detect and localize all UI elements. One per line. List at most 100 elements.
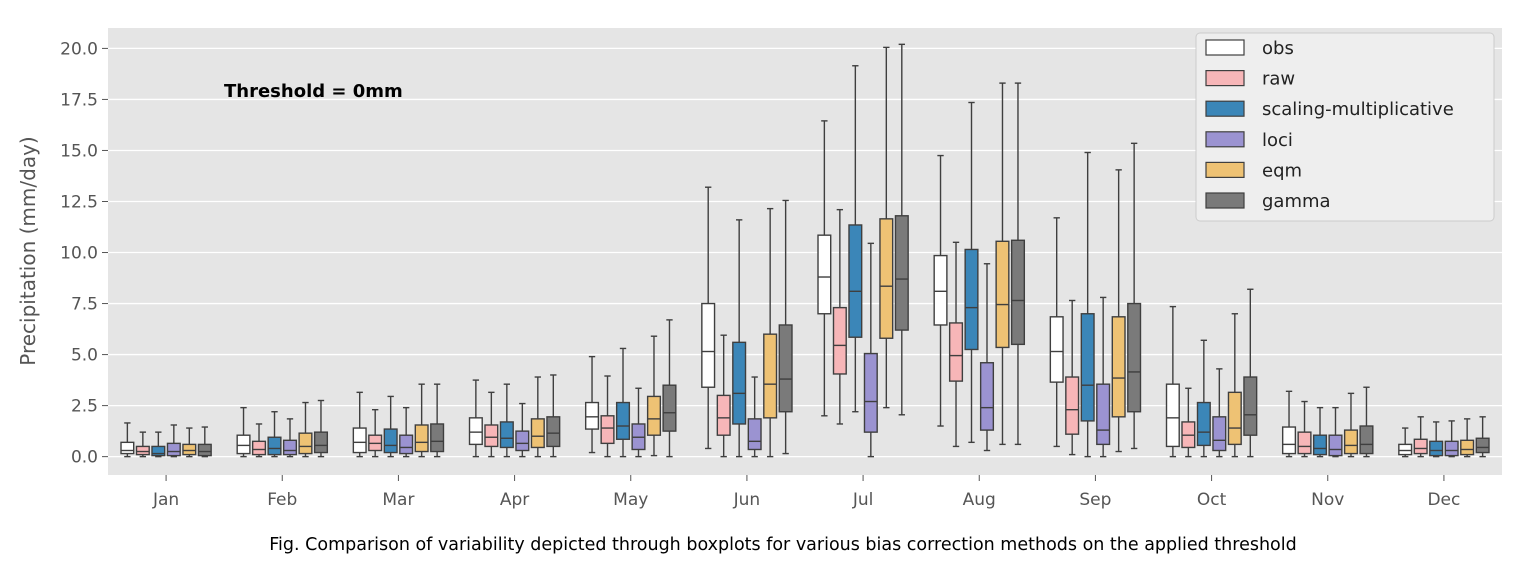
iqr-box [298, 432, 313, 455]
y-tick-label: 10.0 [60, 244, 98, 264]
iqr-box [1297, 431, 1312, 455]
legend-entries: obs raw scaling-multiplicative loci eqm gamma [1205, 38, 1454, 212]
iqr-box [383, 428, 398, 454]
box-raw-Aug [948, 241, 964, 448]
box-eqm-Jun [763, 207, 778, 458]
iqr-box [515, 430, 530, 452]
box-gamma-May [662, 319, 677, 458]
iqr-box [1398, 443, 1413, 456]
y-tick-label: 12.5 [60, 192, 98, 212]
box-eqm-Mar [414, 383, 429, 458]
iqr-box [933, 254, 948, 326]
iqr-box [716, 394, 731, 436]
box-eqm-May [646, 335, 662, 457]
iqr-box [1312, 434, 1328, 456]
iqr-box [778, 324, 793, 413]
legend-swatch-loci [1205, 131, 1245, 148]
legend-swatch-gamma [1205, 192, 1245, 209]
legend-frame [1195, 32, 1495, 222]
legend: obs raw scaling-multiplicative loci eqm gamma [1195, 32, 1495, 222]
box-scaling-multiplicative-Nov [1312, 406, 1328, 458]
y-tick-label: 17.5 [60, 90, 98, 110]
iqr-box [747, 418, 762, 451]
iqr-box [1359, 425, 1374, 455]
iqr-box [701, 302, 716, 388]
iqr-box [1111, 316, 1126, 418]
box-eqm-Jan [182, 427, 197, 458]
box-gamma-Feb [313, 399, 329, 458]
legend-swatch-obs [1205, 39, 1245, 56]
iqr-box [182, 443, 197, 456]
iqr-box [1096, 383, 1111, 446]
legend-label-eqm: eqm [1262, 160, 1302, 181]
box-scaling-multiplicative-Mar [383, 395, 398, 458]
box-loci-Oct [1212, 368, 1227, 458]
box-raw-Nov [1297, 400, 1312, 458]
x-tick-label: Jan [152, 490, 179, 510]
iqr-box [313, 431, 329, 454]
iqr-box [484, 424, 499, 448]
box-gamma-Nov [1359, 386, 1374, 458]
x-tick-label: Feb [267, 490, 297, 510]
legend-label-scaling-multiplicative: scaling-multiplicative [1262, 99, 1454, 120]
box-eqm-Apr [530, 376, 545, 458]
legend-swatch-eqm [1205, 161, 1245, 178]
box-obs-Jun [701, 186, 716, 450]
box-loci-Dec [1444, 420, 1459, 458]
iqr-box [166, 442, 181, 457]
box-scaling-multiplicative-Jul [848, 65, 863, 413]
iqr-box [282, 439, 298, 456]
box-obs-Dec [1398, 427, 1413, 458]
iqr-box [662, 384, 677, 432]
iqr-box [1212, 416, 1227, 452]
box-raw-Jan [135, 431, 150, 458]
legend-label-gamma: gamma [1262, 191, 1331, 212]
box-scaling-multiplicative-Jun [732, 219, 747, 458]
iqr-box [399, 434, 414, 455]
iqr-box [468, 417, 483, 446]
box-eqm-Oct [1227, 313, 1242, 458]
box-scaling-multiplicative-Feb [267, 411, 282, 458]
iqr-box [236, 434, 251, 455]
iqr-box [848, 224, 863, 338]
box-obs-Sep [1049, 217, 1064, 448]
x-tick-label: May [613, 490, 648, 510]
legend-label-loci: loci [1262, 130, 1293, 151]
y-tick-label: 20.0 [60, 39, 98, 59]
iqr-box [732, 341, 747, 425]
box-gamma-Jul [894, 43, 909, 416]
iqr-box [1243, 376, 1258, 436]
x-tick-label: Oct [1197, 490, 1227, 510]
iqr-box [1413, 438, 1428, 455]
threshold-annotation: Threshold = 0mm [224, 81, 403, 102]
box-eqm-Sep [1111, 169, 1126, 453]
box-raw-Sep [1065, 299, 1080, 456]
box-gamma-Jan [197, 426, 212, 458]
box-obs-Mar [352, 391, 367, 458]
box-loci-Apr [515, 402, 530, 458]
y-axis-title: Precipitation (mm/day) [16, 136, 40, 365]
x-tick-label: Mar [382, 490, 414, 510]
iqr-box [1065, 376, 1080, 435]
box-scaling-multiplicative-Aug [964, 101, 979, 444]
box-gamma-Sep [1127, 142, 1142, 450]
box-loci-Jul [863, 242, 878, 458]
y-tick-label: 7.5 [71, 295, 98, 315]
box-gamma-Aug [1010, 82, 1026, 446]
box-obs-Nov [1281, 390, 1297, 458]
box-loci-May [631, 387, 646, 458]
iqr-box [832, 306, 847, 375]
box-raw-Apr [484, 391, 499, 458]
iqr-box [1429, 440, 1444, 457]
box-obs-Aug [933, 154, 948, 427]
iqr-box [414, 424, 429, 453]
iqr-box [1460, 439, 1475, 456]
box-scaling-multiplicative-Dec [1429, 421, 1444, 458]
box-obs-Apr [468, 379, 483, 458]
box-gamma-Oct [1243, 288, 1258, 458]
x-tick-label: Jul [852, 490, 874, 510]
legend-label-obs: obs [1262, 38, 1294, 59]
iqr-box [120, 441, 135, 455]
iqr-box [948, 322, 964, 382]
